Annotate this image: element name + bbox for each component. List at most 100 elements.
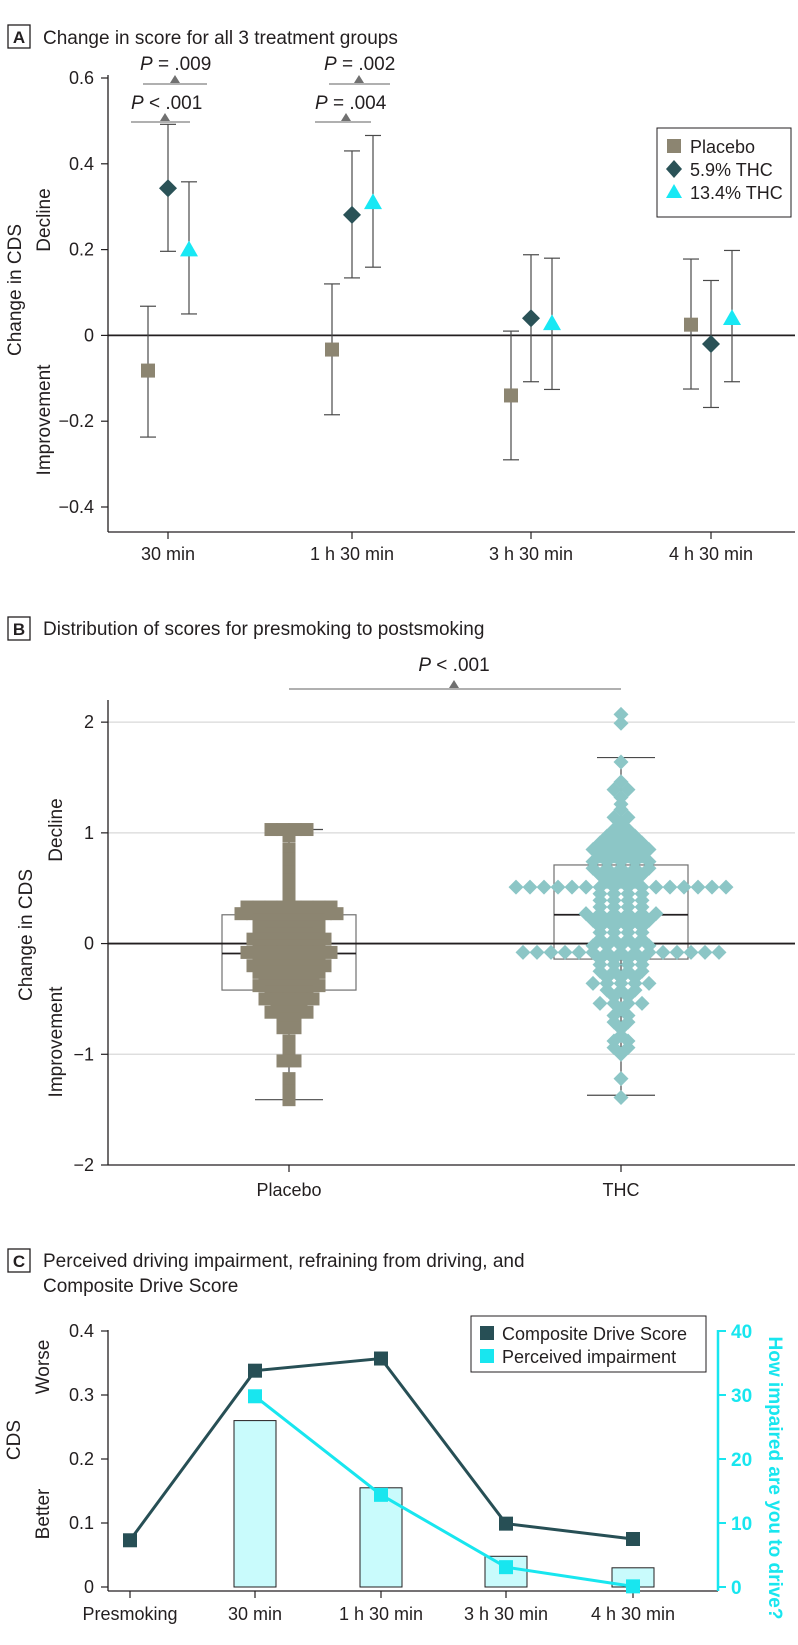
- panel-b-ytick-label-2: 0: [84, 934, 94, 954]
- point-placebo-3-h-30-min: [504, 388, 518, 403]
- point-placebo-1-h-30-min: [325, 342, 339, 357]
- placebo-point-58: [240, 945, 254, 959]
- panel-a-xtick-label-1-h-30-min: 1 h 30 min: [310, 544, 394, 564]
- panel-b-x-ticks: Placebo THC: [256, 1165, 640, 1200]
- panel-c-point-composite-drive-score-presmoking: [123, 1533, 137, 1548]
- thc-point-49: [536, 879, 552, 895]
- panel-b: B Distribution of scores for presmoking …: [7, 616, 795, 1200]
- panel-c-letter: C: [13, 1252, 25, 1271]
- sig-arrow-90-a: [354, 75, 364, 83]
- sig-arrow-90-b: [341, 113, 351, 121]
- panel-c-point-composite-drive-score-1-h-30-min: [374, 1351, 388, 1366]
- panel-c-y2-ticks: 0 10 20 30 40: [718, 1322, 752, 1599]
- legend-59-swatch: [666, 160, 682, 178]
- pvalue-30-a: P = .009: [140, 54, 211, 75]
- panel-c-ytick-label-3: 0.3: [69, 1385, 94, 1405]
- panel-b-ytick-label-0: −2: [73, 1155, 94, 1175]
- placebo-point-28: [330, 907, 344, 921]
- thc-point-60: [690, 879, 706, 895]
- thc-point-59: [676, 879, 692, 895]
- thc-point-158: [613, 1046, 629, 1062]
- panel-a-title: Change in score for all 3 treatment grou…: [43, 28, 398, 49]
- panel-c-y2tick-label-0: 0: [731, 1578, 742, 1599]
- placebo-point-5: [282, 842, 296, 856]
- panel-a-ytick-label-5: 0.6: [69, 68, 94, 88]
- thc-point-58: [662, 879, 678, 895]
- panel-c-ytick-label-1: 0.1: [69, 1513, 94, 1533]
- legend-134-label: 13.4% THC: [690, 183, 783, 203]
- placebo-point-65: [324, 945, 338, 959]
- placebo-point-115: [288, 1021, 302, 1035]
- panel-a-ytick-label-3: 0.2: [69, 240, 94, 260]
- placebo-point-40: [312, 920, 326, 934]
- panel-a-xtick-label-4-h-30-min: 4 h 30 min: [669, 544, 753, 564]
- thc-point-146: [634, 995, 650, 1011]
- panel-b-yside-bottom: Improvement: [46, 986, 67, 1098]
- thc-point-106: [557, 944, 573, 960]
- panel-c-y2tick-label-1: 10: [731, 1514, 752, 1535]
- placebo-point-122: [282, 1093, 296, 1107]
- thc-point-0: [613, 706, 629, 722]
- panel-c-xtick-label-1-h-30-min: 1 h 30 min: [339, 1604, 423, 1624]
- thc-point-50: [550, 879, 566, 895]
- thc-point-137: [641, 975, 657, 991]
- thc-point-117: [711, 944, 727, 960]
- point-5-9-thc-30-min: [159, 179, 177, 198]
- panel-c-bars: [233, 1420, 655, 1588]
- thc-point-159: [613, 1071, 629, 1087]
- point-13-4-thc-30-min: [180, 240, 198, 257]
- placebo-point-119: [288, 1054, 302, 1068]
- panel-c-y-ticks: 0 0.1 0.2 0.3 0.4: [69, 1321, 108, 1597]
- panel-a-ytick-label-0: −0.4: [58, 497, 94, 517]
- panel-a-y-ticks: −0.4 −0.2 0 0.2 0.4 0.6: [58, 68, 108, 517]
- panel-a: A Change in score for all 3 treatment gr…: [5, 24, 795, 564]
- panel-c-yside-bottom: Better: [33, 1488, 54, 1539]
- point-placebo-30-min: [141, 363, 155, 378]
- sig-arrow-b: [449, 680, 459, 688]
- panel-c-legend: Composite Drive Score Perceived impairme…: [470, 1315, 707, 1373]
- panel-c-xtick-label-3-h-30-min: 3 h 30 min: [464, 1604, 548, 1624]
- legend-perceived-swatch: [480, 1349, 494, 1363]
- panel-c-xtick-label-presmoking: Presmoking: [82, 1604, 177, 1624]
- panel-c-ytick-label-4: 0.4: [69, 1321, 94, 1341]
- panel-a-x-ticks: 30 min 1 h 30 min 3 h 30 min 4 h 30 min: [141, 532, 753, 564]
- thc-point-52: [578, 879, 594, 895]
- point-13-4-thc-3-h-30-min: [543, 314, 561, 331]
- panel-a-markers: [141, 179, 741, 403]
- panel-b-significance: P < .001: [289, 655, 621, 690]
- placebo-point-118: [276, 1054, 290, 1068]
- panel-b-xtick-label-thc: THC: [603, 1180, 640, 1200]
- panel-c-title-line2: Composite Drive Score: [43, 1276, 238, 1297]
- sig-arrow-30-b: [160, 113, 170, 121]
- pvalue-90-b: P = .004: [315, 93, 387, 114]
- placebo-point-111: [300, 1005, 314, 1019]
- panel-c-y2label: How impaired are you to drive?: [764, 1337, 785, 1620]
- thc-point-62: [718, 879, 734, 895]
- thc-point-107: [571, 944, 587, 960]
- legend-134-swatch: [666, 184, 682, 198]
- panel-c-point-perceived-impairment-1-h-30-min: [374, 1487, 388, 1502]
- panel-a-ytick-label-1: −0.2: [58, 411, 94, 431]
- panel-b-ytick-label-1: −1: [73, 1044, 94, 1064]
- placebo-point-117: [282, 1043, 296, 1057]
- legend-cds-swatch: [480, 1326, 494, 1340]
- placebo-point-6: [282, 852, 296, 866]
- placebo-point-20: [234, 907, 248, 921]
- panel-c: C Perceived driving impairment, refraini…: [4, 1248, 785, 1624]
- thc-point-61: [704, 879, 720, 895]
- panel-a-xtick-label-3-h-30-min: 3 h 30 min: [489, 544, 573, 564]
- panel-a-error-bars: [140, 123, 740, 461]
- panel-a-significance: P = .009 P < .001 P = .002 P = .004: [131, 54, 395, 123]
- panel-c-point-perceived-impairment-4-h-30-min: [626, 1579, 640, 1594]
- placebo-point-100: [258, 992, 272, 1006]
- pvalue-30-b: P < .001: [131, 93, 202, 114]
- point-5-9-thc-3-h-30-min: [522, 309, 540, 328]
- legend-placebo-swatch: [667, 139, 681, 153]
- panel-c-letter-box: [7, 1248, 31, 1273]
- placebo-point-3: [300, 823, 314, 837]
- panel-c-point-composite-drive-score-3-h-30-min: [499, 1516, 513, 1531]
- panel-c-line-perceived-impairment: [254, 1395, 634, 1588]
- pvalue-90-a: P = .002: [324, 54, 395, 75]
- thc-point-104: [529, 944, 545, 960]
